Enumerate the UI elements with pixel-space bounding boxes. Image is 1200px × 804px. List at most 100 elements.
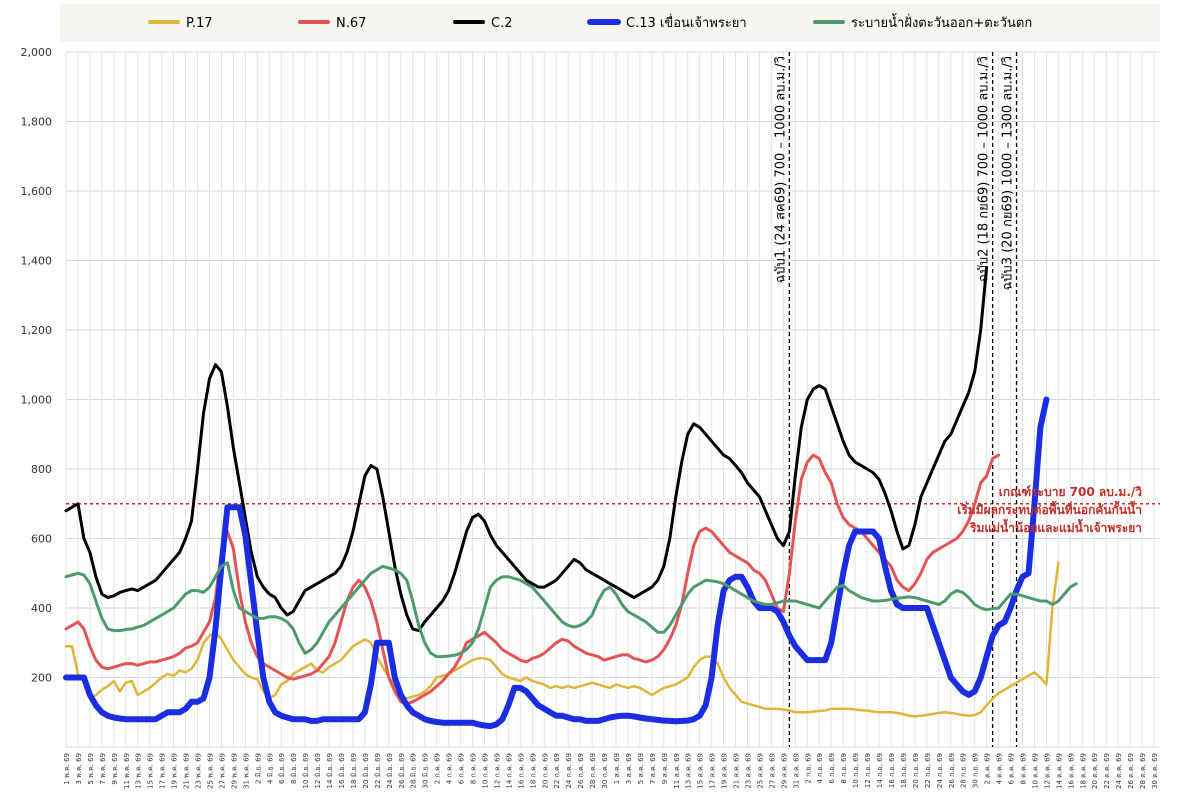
x-tick-label: 10 ต.ค. 69 <box>1031 753 1039 789</box>
announcement-line-2-label: ฉบับ2 (18 กย69) 700 – 1000 ลบ.ม./วิ <box>977 56 992 282</box>
x-tick-label: 18 ก.ค. 69 <box>529 753 537 789</box>
x-tick-label: 18 มิ.ย. 69 <box>350 753 358 788</box>
x-tick-label: 16 ก.ย. 69 <box>888 753 896 788</box>
x-tick-label: 17 ส.ค. 69 <box>709 753 717 789</box>
x-tick-label: 4 ต.ค. 69 <box>996 753 1004 785</box>
legend-label-2: C.2 <box>491 16 512 31</box>
x-tick-label: 25 ส.ค. 69 <box>756 753 764 789</box>
x-tick-label: 12 ก.ย. 69 <box>864 753 872 788</box>
x-tick-label: 14 ก.ค. 69 <box>505 753 513 789</box>
x-tick-label: 17 พ.ค. 69 <box>159 753 167 789</box>
x-tick-label: 12 ต.ค. 69 <box>1043 753 1051 789</box>
announcement-line-1-label: ฉบับ1 (24 สค69) 700 – 1000 ลบ.ม./วิ <box>773 56 788 283</box>
x-tick-label: 9 ส.ค. 69 <box>661 753 669 784</box>
x-tick-label: 2 ต.ค. 69 <box>984 753 992 785</box>
x-tick-label: 13 พ.ค. 69 <box>135 753 143 789</box>
x-tick-label: 19 ส.ค. 69 <box>721 753 729 789</box>
x-tick-label: 24 ต.ค. 69 <box>1115 753 1123 789</box>
x-tick-label: 16 มิ.ย. 69 <box>338 753 346 788</box>
x-tick-label: 29 พ.ค. 69 <box>230 753 238 789</box>
x-tick-label: 15 พ.ค. 69 <box>147 753 155 789</box>
x-tick-label: 3 พ.ค. 69 <box>75 753 83 785</box>
x-tick-label: 26 ก.ค. 69 <box>577 753 585 789</box>
legend-label-3: C.13 เขื่อนเจ้าพระยา <box>626 14 747 31</box>
x-tick-label: 23 พ.ค. 69 <box>195 753 203 789</box>
x-tick-label: 28 ก.ย. 69 <box>960 753 968 788</box>
x-tick-label: 8 ต.ค. 69 <box>1020 753 1028 785</box>
x-tick-label: 29 ส.ค. 69 <box>780 753 788 789</box>
x-tick-label: 10 มิ.ย. 69 <box>302 753 310 788</box>
y-tick-label: 1,600 <box>21 185 53 198</box>
threshold-note-line: เริ่มมีผลกระทบต่อพื้นที่นอกคันกั้นน้ำ <box>957 500 1142 517</box>
x-tick-label: 28 ต.ค. 69 <box>1139 753 1147 789</box>
x-tick-label: 28 ก.ค. 69 <box>589 753 597 789</box>
y-tick-label: 400 <box>31 602 52 615</box>
x-tick-label: 9 พ.ค. 69 <box>111 753 119 785</box>
y-tick-label: 1,800 <box>21 116 53 129</box>
x-tick-label: 30 ต.ค. 69 <box>1151 753 1159 789</box>
x-tick-label: 22 ต.ค. 69 <box>1103 753 1111 789</box>
y-tick-label: 800 <box>31 463 52 476</box>
x-tick-label: 22 ก.ค. 69 <box>553 753 561 789</box>
x-tick-label: 14 มิ.ย. 69 <box>326 753 334 788</box>
x-tick-label: 30 มิ.ย. 69 <box>422 753 430 788</box>
legend-label-4: ระบายน้ำฝั่งตะวันออก+ตะวันตก <box>851 13 1032 31</box>
x-tick-label: 24 ก.ค. 69 <box>565 753 573 789</box>
x-tick-label: 13 ส.ค. 69 <box>685 753 693 789</box>
x-tick-label: 23 ส.ค. 69 <box>745 753 753 789</box>
x-tick-label: 7 พ.ค. 69 <box>99 753 107 785</box>
x-tick-label: 21 พ.ค. 69 <box>183 753 191 789</box>
y-tick-label: 1,000 <box>21 394 53 407</box>
x-tick-label: 26 ต.ค. 69 <box>1127 753 1135 789</box>
x-tick-label: 20 ต.ค. 69 <box>1091 753 1099 789</box>
x-tick-label: 16 ก.ค. 69 <box>517 753 525 789</box>
x-tick-label: 31 ส.ค. 69 <box>792 753 800 789</box>
x-tick-label: 24 มิ.ย. 69 <box>386 753 394 788</box>
x-tick-label: 26 มิ.ย. 69 <box>398 753 406 788</box>
x-tick-label: 26 ก.ย. 69 <box>948 753 956 788</box>
x-tick-label: 10 ก.ค. 69 <box>481 753 489 789</box>
x-tick-label: 6 ต.ค. 69 <box>1008 753 1016 785</box>
x-tick-label: 2 มิ.ย. 69 <box>254 753 262 784</box>
x-tick-label: 12 มิ.ย. 69 <box>314 753 322 788</box>
announcement-lines: ฉบับ1 (24 สค69) 700 – 1000 ลบ.ม./วิ ฉบับ2… <box>773 52 1018 747</box>
threshold-note-line: เกณฑ์ระบาย 700 ลบ.ม./วิ <box>999 485 1143 499</box>
legend: P.17 N.67 C.2 C.13 เขื่อนเจ้าพระยา ระบายน้ำฝ… <box>148 13 1032 31</box>
threshold-note: เกณฑ์ระบาย 700 ลบ.ม./วิเริ่มมีผลกระทบต่อ… <box>957 485 1142 535</box>
x-tick-label: 19 พ.ค. 69 <box>171 753 179 789</box>
x-tick-label: 3 ส.ค. 69 <box>625 753 633 784</box>
x-tick-label: 20 ก.ค. 69 <box>541 753 549 789</box>
legend-label-0: P.17 <box>186 16 213 31</box>
series-line-drain <box>64 561 1078 659</box>
x-tick-label: 22 ก.ย. 69 <box>924 753 932 788</box>
series-line-p17 <box>64 561 1060 718</box>
y-tick-label: 1,200 <box>21 324 53 337</box>
x-tick-label: 10 ก.ย. 69 <box>852 753 860 788</box>
x-tick-label: 4 มิ.ย. 69 <box>266 753 274 784</box>
x-tick-label: 1 ส.ค. 69 <box>613 753 621 784</box>
x-tick-label: 7 ส.ค. 69 <box>649 753 657 784</box>
x-tick-label: 6 ก.ค. 69 <box>458 753 466 784</box>
x-tick-label: 28 มิ.ย. 69 <box>410 753 418 788</box>
y-tick-label: 1,400 <box>21 255 53 268</box>
x-tick-label: 2 ก.ค. 69 <box>434 753 442 784</box>
x-tick-label: 11 พ.ค. 69 <box>123 753 131 789</box>
x-tick-label: 21 ส.ค. 69 <box>733 753 741 789</box>
x-tick-label: 11 ส.ค. 69 <box>673 753 681 789</box>
x-tick-label: 4 ก.ค. 69 <box>446 753 454 784</box>
y-tick-label: 600 <box>31 533 52 546</box>
x-tick-label: 5 พ.ค. 69 <box>87 753 95 785</box>
x-tick-label: 15 ส.ค. 69 <box>697 753 705 789</box>
x-tick-label: 16 ต.ค. 69 <box>1067 753 1075 789</box>
x-tick-label: 31 พ.ค. 69 <box>242 753 250 789</box>
x-tick-label: 20 มิ.ย. 69 <box>362 753 370 788</box>
series-lines <box>63 266 1078 730</box>
x-tick-label: 6 ก.ย. 69 <box>828 753 836 784</box>
x-tick-label: 12 ก.ค. 69 <box>493 753 501 789</box>
x-tick-label: 14 ต.ค. 69 <box>1055 753 1063 789</box>
x-tick-label: 27 ส.ค. 69 <box>768 753 776 789</box>
y-tick-label: 200 <box>31 672 52 685</box>
x-tick-label: 18 ต.ค. 69 <box>1079 753 1087 789</box>
x-tick-label: 30 ก.ย. 69 <box>972 753 980 788</box>
